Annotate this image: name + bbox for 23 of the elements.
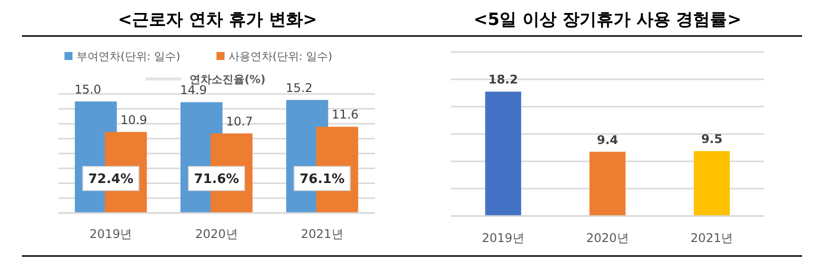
chart-title: <5일 이상 장기휴가 사용 경험률> <box>474 10 742 30</box>
data-label: 9.5 <box>701 132 722 146</box>
data-label: 15.2 <box>286 80 313 95</box>
x-tick-label: 2019년 <box>482 231 524 245</box>
legend-label: 사용연차(단위: 일수) <box>228 50 332 63</box>
annotation: 71.6% <box>194 172 240 188</box>
chart-title: <근로자 연차 휴가 변화> <box>118 10 318 30</box>
data-label: 11.6 <box>332 108 359 122</box>
legend-label: 연차소진율(%) <box>190 72 266 86</box>
annotation: 76.1% <box>300 172 345 188</box>
data-label: 18.2 <box>488 72 518 87</box>
data-label: 10.9 <box>120 112 148 127</box>
legend-label: 부여연차(단위: 일수) <box>76 50 180 63</box>
data-label: 14.9 <box>180 83 207 98</box>
annotation: 72.4% <box>88 172 134 188</box>
data-label: 9.4 <box>596 132 618 147</box>
x-tick-label: 2020년 <box>195 227 238 241</box>
data-label: 15.0 <box>74 82 102 96</box>
x-tick-label: 2020년 <box>586 231 629 245</box>
x-tick-label: 2019년 <box>90 227 132 241</box>
x-tick-label: 2021년 <box>300 227 344 241</box>
x-tick-label: 2021년 <box>690 231 734 245</box>
data-label: 10.7 <box>226 114 253 128</box>
